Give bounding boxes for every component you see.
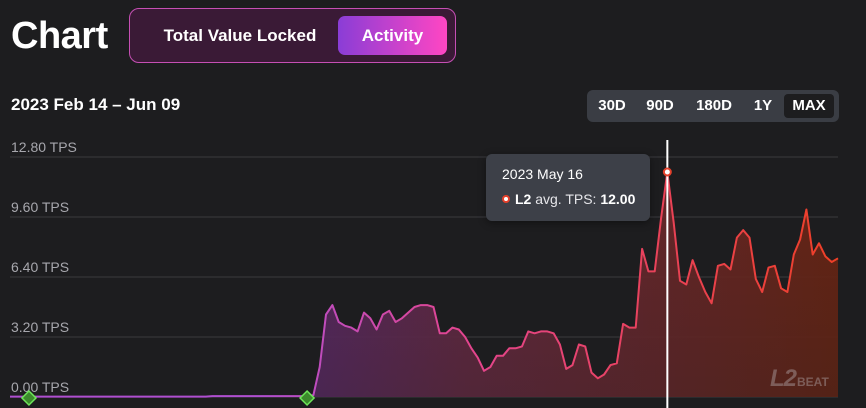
hover-point (662, 167, 672, 177)
series-area-fade (10, 172, 838, 397)
range-90d-button[interactable]: 90D (646, 97, 674, 114)
date-range-label: 2023 Feb 14 – Jun 09 (11, 95, 181, 114)
y-tick-label: 0.00 TPS (11, 379, 69, 395)
tooltip-value: 12.00 (600, 191, 636, 207)
tab-activity[interactable]: Activity (338, 16, 447, 55)
y-tick-label: 6.40 TPS (11, 259, 69, 275)
time-range-selector: 30D 90D 180D 1Y MAX (587, 90, 839, 122)
milestone-marker[interactable] (20, 389, 38, 407)
y-tick-label: 9.60 TPS (11, 199, 69, 215)
tooltip-row: L2 avg. TPS: 12.00 (502, 191, 635, 207)
tooltip-metric-label: avg. TPS: (535, 191, 597, 207)
chart-tooltip: 2023 May 16 L2 avg. TPS: 12.00 (486, 154, 650, 221)
chart-type-toggle: Total Value Locked Activity (129, 8, 456, 63)
watermark-l2: L2 (770, 365, 797, 392)
range-max-button[interactable]: MAX (784, 94, 834, 118)
range-1y-button[interactable]: 1Y (753, 97, 773, 114)
range-180d-button[interactable]: 180D (696, 97, 732, 114)
range-30d-button[interactable]: 30D (598, 97, 626, 114)
tooltip-series-name: L2 (515, 191, 532, 207)
page-title: Chart (11, 15, 108, 57)
milestone-marker[interactable] (299, 389, 316, 407)
series-line-l2 (10, 171, 839, 398)
y-tick-label: 3.20 TPS (11, 319, 69, 335)
l2beat-watermark-logo: L2BEAT (770, 365, 829, 393)
series-dot-icon (502, 195, 510, 204)
tooltip-date: 2023 May 16 (502, 166, 583, 182)
watermark-beat: BEAT (797, 375, 829, 389)
y-tick-label: 12.80 TPS (11, 139, 77, 155)
tab-total-value-locked[interactable]: Total Value Locked (163, 26, 317, 45)
